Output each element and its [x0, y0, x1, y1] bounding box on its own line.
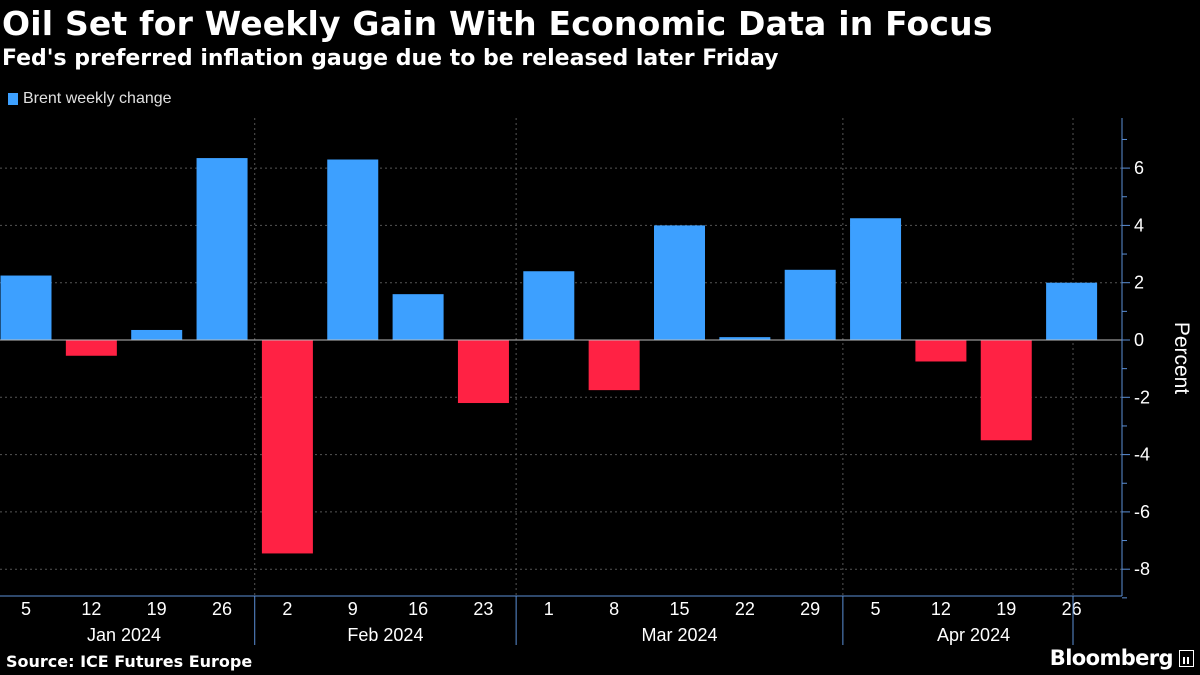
- month-label: Jan 2024: [87, 625, 161, 645]
- brand-name: Bloomberg: [1049, 646, 1174, 670]
- bar: [65, 340, 117, 356]
- bar: [392, 294, 444, 340]
- bar: [457, 340, 509, 404]
- legend: Brent weekly change: [8, 90, 172, 108]
- legend-label: Brent weekly change: [23, 90, 172, 107]
- x-tick-label: 16: [408, 599, 428, 619]
- x-tick-label: 1: [544, 599, 554, 619]
- bar: [980, 340, 1032, 441]
- bar: [523, 271, 575, 340]
- y-tick-label: -2: [1134, 387, 1150, 407]
- bar: [850, 218, 902, 340]
- bar: [719, 337, 771, 340]
- bar: [784, 269, 836, 340]
- x-tick-label: 15: [669, 599, 689, 619]
- x-tick-label: 26: [1062, 599, 1082, 619]
- x-tick-label: 8: [609, 599, 619, 619]
- x-tick-label: 23: [473, 599, 493, 619]
- x-tick-label: 12: [931, 599, 951, 619]
- month-label: Feb 2024: [347, 625, 423, 645]
- x-tick-label: 22: [735, 599, 755, 619]
- bar: [196, 158, 248, 340]
- legend-swatch: [8, 93, 18, 105]
- source-note: Source: ICE Futures Europe: [6, 652, 253, 671]
- chart-title: Oil Set for Weekly Gain With Economic Da…: [2, 4, 993, 43]
- x-tick-label: 9: [348, 599, 358, 619]
- y-tick-label: 2: [1134, 273, 1144, 293]
- bar: [261, 340, 313, 554]
- bar: [588, 340, 640, 391]
- bar: [654, 225, 705, 340]
- month-label: Mar 2024: [641, 625, 717, 645]
- x-tick-label: 5: [21, 599, 31, 619]
- x-tick-label: 5: [871, 599, 881, 619]
- bar: [131, 329, 183, 340]
- x-tick-label: 26: [212, 599, 232, 619]
- x-tick-label: 19: [996, 599, 1016, 619]
- x-tick-label: 29: [800, 599, 820, 619]
- bar: [1046, 282, 1098, 340]
- y-tick-label: 4: [1134, 215, 1144, 235]
- y-tick-label: -6: [1134, 502, 1150, 522]
- bar: [0, 275, 52, 340]
- chart-subtitle: Fed's preferred inflation gauge due to b…: [2, 46, 779, 71]
- x-tick-label: 12: [81, 599, 101, 619]
- x-tick-label: 19: [147, 599, 167, 619]
- x-tick-label: 2: [282, 599, 292, 619]
- terminal-icon: [1179, 649, 1194, 667]
- month-label: Apr 2024: [937, 625, 1010, 645]
- y-tick-label: -8: [1134, 559, 1150, 579]
- y-tick-label: -4: [1134, 445, 1150, 465]
- y-tick-label: 6: [1134, 158, 1144, 178]
- brand-logo: Bloomberg: [1050, 646, 1194, 670]
- y-axis-title: Percent: [1170, 322, 1193, 395]
- bar: [327, 159, 379, 340]
- y-tick-label: 0: [1134, 330, 1144, 350]
- bar: [915, 340, 967, 362]
